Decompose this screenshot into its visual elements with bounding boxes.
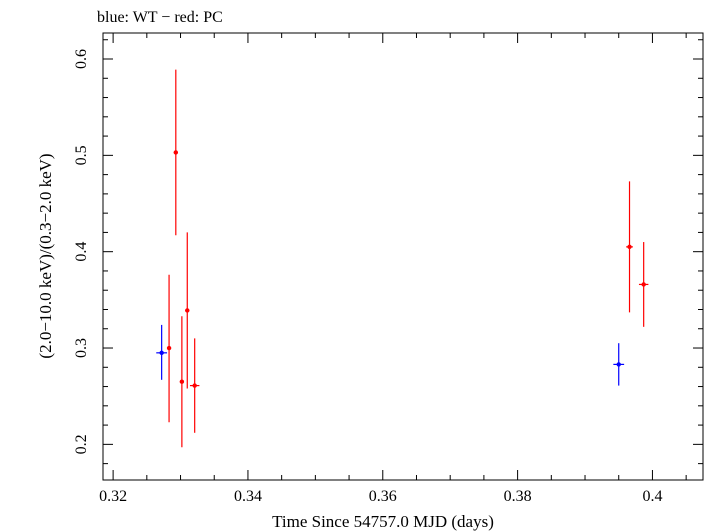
x-tick-label: 0.36: [369, 488, 397, 505]
point-marker: [173, 150, 179, 155]
axis-tick-labels: 0.32 0.34 0.36 0.38 0.4 0.2 0.3 0.4 0.5 0.6: [73, 49, 662, 505]
point-marker: [166, 345, 172, 351]
y-tick-label: 0.5: [73, 145, 90, 165]
chart-title: blue: WT − red: PC: [97, 9, 223, 26]
y-tick-label: 0.4: [73, 242, 90, 262]
point-marker: [185, 308, 190, 313]
y-axis-label: (2.0−10.0 keV)/(0.3−2.0 keV): [36, 153, 55, 358]
y-tick-label: 0.6: [73, 49, 90, 69]
x-tick-label: 0.32: [99, 488, 127, 505]
data-point: [638, 242, 649, 327]
x-tick-label: 0.4: [642, 488, 662, 505]
point-marker: [616, 362, 621, 367]
y-tick-label: 0.2: [73, 434, 90, 454]
y-tick-label: 0.3: [73, 338, 90, 358]
point-marker: [641, 282, 646, 287]
point-marker: [159, 350, 164, 356]
plot-frame: [102, 32, 704, 481]
data-point: [179, 316, 185, 448]
point-marker: [179, 379, 185, 384]
data-point: [189, 338, 200, 433]
data-point: [156, 324, 168, 380]
x-tick-label: 0.34: [234, 488, 262, 505]
point-marker: [627, 244, 632, 250]
data-point: [173, 69, 179, 236]
data-points: [156, 69, 649, 448]
axis-ticks: [103, 33, 703, 480]
data-point: [626, 181, 633, 313]
point-marker: [192, 383, 197, 388]
data-point: [166, 274, 172, 423]
data-point: [185, 232, 190, 389]
x-axis-label: Time Since 54757.0 MJD (days): [272, 512, 494, 531]
data-point: [613, 343, 625, 386]
x-tick-label: 0.38: [504, 488, 532, 505]
